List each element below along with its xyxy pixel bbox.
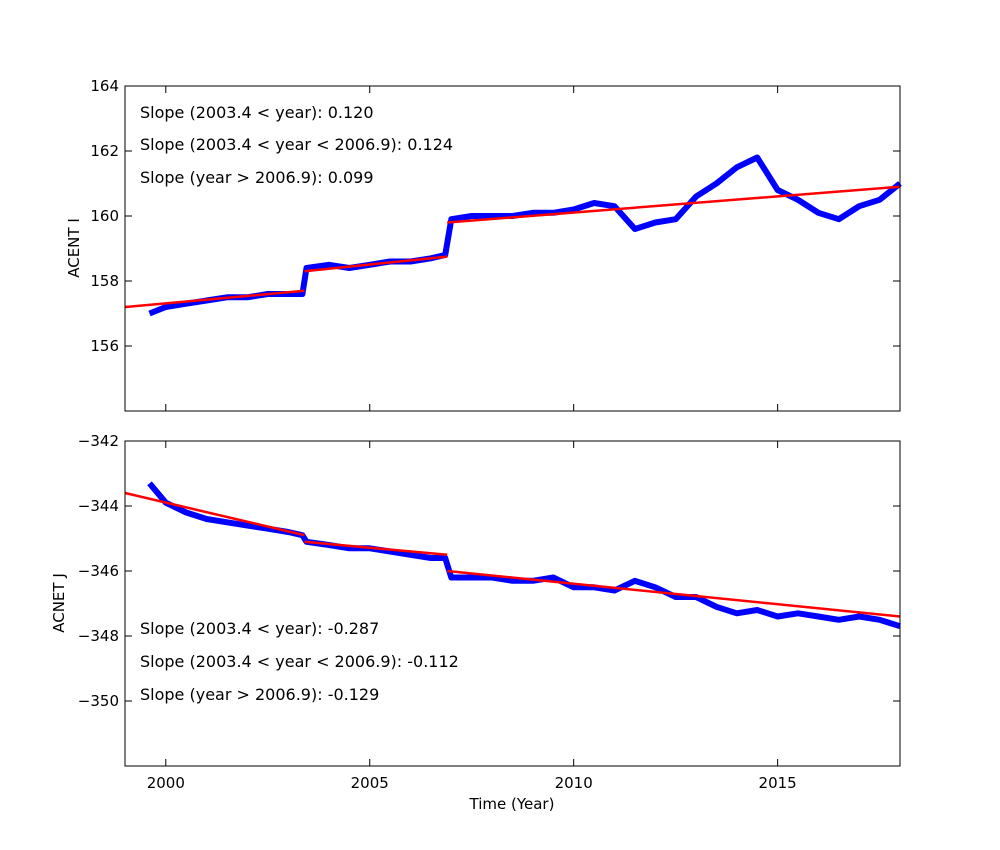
- y-tick-label: 162: [90, 142, 119, 160]
- fit-line-segment-2: [304, 540, 448, 557]
- slope-annotation-1: Slope (2003.4 < year): 0.120: [140, 103, 374, 122]
- y-axis-label-top: ACENT I: [65, 218, 83, 278]
- axes-frame-top: [124, 85, 901, 412]
- panel-acnet-j: −350 −348 −346 −344 −342 2000 2005 2010 2015 Slo…: [50, 432, 901, 813]
- y-tick-label: 156: [90, 337, 119, 355]
- ticks-top: 156 158 160 162 164: [90, 77, 900, 411]
- y-tick-label: −342: [78, 432, 119, 450]
- plot-area-top: [124, 154, 902, 317]
- fit-line-segment-3: [447, 185, 901, 224]
- y-tick-label: −348: [78, 627, 119, 645]
- panel-acent-i: 156 158 160 162 164 Slope (2003.4 < year): 0…: [65, 77, 902, 412]
- axes-frame-bottom: [124, 440, 901, 767]
- slope-annotations-bottom: Slope (2003.4 < year): -0.287 Slope (200…: [140, 619, 459, 704]
- x-tick-label: 2010: [555, 774, 593, 792]
- y-tick-label: −350: [78, 692, 119, 710]
- x-tick-label: 2000: [147, 774, 185, 792]
- x-axis-label: Time (Year): [469, 795, 555, 813]
- x-tick-label: 2005: [351, 774, 389, 792]
- x-tick-label: 2015: [759, 774, 797, 792]
- y-tick-label: −344: [78, 497, 119, 515]
- y-axis-label-bottom: ACNET J: [50, 573, 68, 633]
- y-tick-label: −346: [78, 562, 119, 580]
- slope-annotation-3: Slope (year > 2006.9): -0.129: [140, 685, 379, 704]
- slope-annotation-3: Slope (year > 2006.9): 0.099: [140, 168, 374, 187]
- fit-line-segment-1: [124, 491, 305, 537]
- y-tick-label: 158: [90, 272, 119, 290]
- fit-line-segment-2: [304, 255, 448, 273]
- slope-annotations-top: Slope (2003.4 < year): 0.120 Slope (2003…: [140, 103, 453, 187]
- slope-annotation-1: Slope (2003.4 < year): -0.287: [140, 619, 379, 638]
- plot-area-bottom: [124, 481, 901, 630]
- fit-line-segment-1: [124, 289, 305, 309]
- slope-annotation-2: Slope (2003.4 < year < 2006.9): -0.112: [140, 652, 459, 671]
- ticks-bottom: −350 −348 −346 −344 −342 2000 2005 2010 2015: [78, 432, 900, 792]
- fit-line-segment-3: [447, 569, 901, 618]
- y-tick-label: 164: [90, 77, 119, 95]
- data-series-line: [147, 481, 901, 630]
- slope-annotation-2: Slope (2003.4 < year < 2006.9): 0.124: [140, 135, 453, 154]
- y-tick-label: 160: [90, 207, 119, 225]
